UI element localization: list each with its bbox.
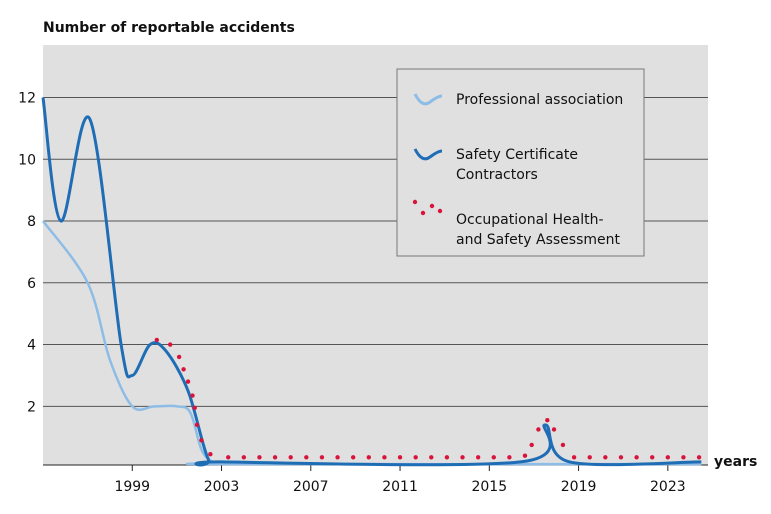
- data-line: [41, 220, 702, 466]
- data-dot: [199, 438, 204, 443]
- data-dot: [681, 455, 686, 460]
- legend-box: [396, 68, 645, 257]
- y-tick-label: 12: [18, 91, 36, 107]
- data-dot: [475, 455, 481, 460]
- y-axis-label: Number of reportable accidents: [43, 20, 295, 36]
- data-line: [41, 97, 702, 467]
- data-dot: [571, 455, 577, 460]
- data-dot: [491, 455, 496, 460]
- x-axis-label: years: [714, 454, 757, 470]
- y-tick-label: 6: [27, 276, 36, 292]
- legend-dot: [437, 208, 443, 214]
- legend-label: Occupational Health- and Safety Assessme…: [456, 212, 621, 248]
- legend-label: Professional association: [456, 92, 624, 108]
- y-tick-label: 10: [18, 152, 36, 168]
- data-dot: [397, 455, 403, 460]
- legend-swatch: [413, 148, 443, 161]
- legend-label: Safety Certificate Contractors: [456, 147, 578, 183]
- data-dot: [272, 455, 278, 460]
- data-dot: [257, 455, 262, 460]
- data-dot: [288, 455, 293, 460]
- data-dot: [603, 455, 608, 460]
- data-dot: [522, 453, 528, 458]
- data-dot: [551, 427, 557, 432]
- data-dot: [185, 379, 191, 384]
- data-dot: [696, 455, 702, 460]
- data-dot: [545, 418, 550, 423]
- data-dot: [190, 393, 195, 398]
- x-tick-label: 2007: [293, 479, 329, 495]
- data-dot: [650, 455, 655, 460]
- data-dot: [241, 455, 247, 460]
- data-dot: [176, 354, 182, 360]
- data-dot: [634, 455, 639, 460]
- data-dot: [226, 455, 231, 460]
- data-dot: [304, 455, 309, 460]
- data-dot: [167, 342, 173, 347]
- x-tick-label: 1999: [114, 479, 150, 495]
- data-dot: [444, 455, 450, 460]
- y-tick-label: 8: [27, 214, 36, 230]
- data-dot: [665, 455, 671, 460]
- legend-dot: [412, 199, 418, 205]
- data-dot: [536, 427, 541, 432]
- legend-dot: [420, 210, 426, 216]
- data-dot: [618, 455, 624, 460]
- data-dot: [366, 455, 372, 460]
- x-tick-label: 2015: [471, 479, 507, 495]
- x-tick-label: 2011: [382, 479, 418, 495]
- data-dot: [194, 422, 200, 428]
- data-dot: [154, 337, 160, 343]
- y-tick-label: 2: [27, 399, 36, 415]
- x-tick-label: 2023: [650, 479, 686, 495]
- y-tick-label: 4: [27, 338, 36, 354]
- legend-dot: [429, 203, 435, 209]
- data-dot: [560, 442, 566, 448]
- data-dot: [529, 442, 534, 448]
- legend-swatch: [413, 93, 443, 106]
- data-dot: [208, 451, 213, 457]
- data-dot: [319, 455, 325, 460]
- data-dot: [382, 455, 387, 460]
- data-dot: [350, 455, 356, 460]
- data-dot: [413, 455, 418, 460]
- data-dot: [181, 367, 186, 372]
- data-dot: [335, 455, 340, 460]
- x-tick-label: 2003: [204, 479, 240, 495]
- data-dot: [429, 455, 434, 460]
- data-dot: [587, 455, 592, 460]
- data-dot: [192, 405, 197, 411]
- x-tick-label: 2019: [561, 479, 597, 495]
- data-dot: [460, 455, 465, 460]
- data-dot: [507, 455, 512, 460]
